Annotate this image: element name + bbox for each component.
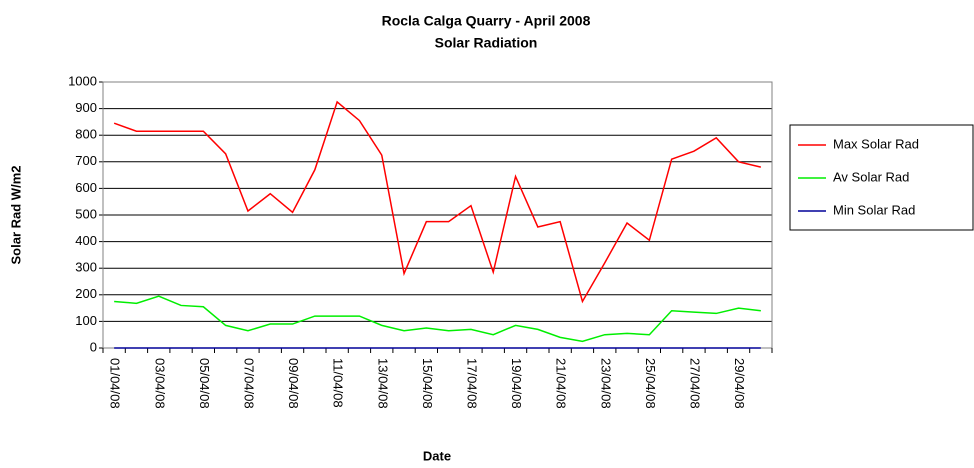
x-tick-label: 19/04/08 [509, 358, 524, 409]
y-tick-label: 0 [90, 339, 97, 354]
x-tick-label: 25/04/08 [643, 358, 658, 409]
y-tick-label: 400 [75, 233, 97, 248]
x-tick-label: 13/04/08 [375, 358, 390, 409]
series-line [113, 100, 762, 304]
x-tick-label: 17/04/08 [465, 358, 480, 409]
y-axis-label: Solar Rad W/m2 [8, 166, 23, 265]
chart-title: Rocla Calga Quarry - April 2008 [382, 13, 591, 29]
x-tick-label: 15/04/08 [420, 358, 435, 409]
y-tick-label: 600 [75, 180, 97, 195]
y-tick-label: 700 [75, 153, 97, 168]
legend-label: Av Solar Rad [833, 169, 909, 184]
series-line [114, 295, 761, 343]
x-axis-label: Date [423, 448, 451, 463]
legend-label: Max Solar Rad [833, 136, 919, 151]
y-tick-label: 900 [75, 100, 97, 115]
x-tick-label: 09/04/08 [286, 358, 301, 409]
x-tick-label: 23/04/08 [598, 358, 613, 409]
y-tick-label: 1000 [68, 73, 97, 88]
x-tick-label: 03/04/08 [152, 358, 167, 409]
x-tick-label: 11/04/08 [331, 358, 346, 408]
x-tick-label: 05/04/08 [197, 358, 212, 409]
x-tick-label: 27/04/08 [688, 358, 703, 409]
y-tick-label: 500 [75, 206, 97, 221]
legend-label: Min Solar Rad [833, 202, 915, 217]
x-tick-label: 21/04/08 [554, 358, 569, 409]
chart-subtitle: Solar Radiation [435, 35, 538, 51]
y-tick-label: 200 [75, 286, 97, 301]
y-tick-label: 100 [75, 313, 97, 328]
x-tick-label: 29/04/08 [732, 358, 747, 409]
y-tick-label: 800 [75, 127, 97, 142]
x-tick-label: 07/04/08 [242, 358, 257, 409]
x-tick-label: 01/04/08 [108, 358, 123, 409]
y-tick-label: 300 [75, 260, 97, 275]
